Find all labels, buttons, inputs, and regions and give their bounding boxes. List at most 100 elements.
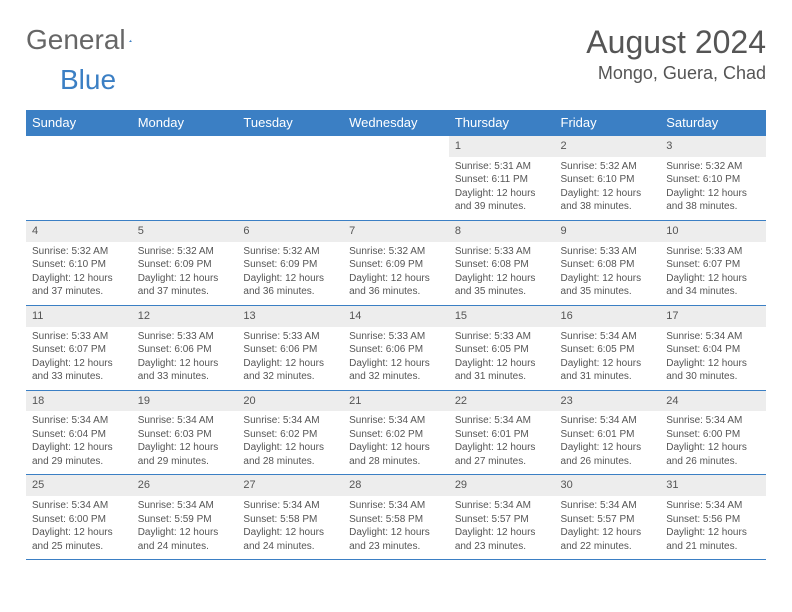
day-details: Sunrise: 5:33 AMSunset: 6:05 PMDaylight:… <box>449 327 555 390</box>
day-details: Sunrise: 5:34 AMSunset: 6:00 PMDaylight:… <box>660 411 766 474</box>
day-details: Sunrise: 5:32 AMSunset: 6:09 PMDaylight:… <box>343 242 449 305</box>
daylight-line: Daylight: 12 hours and 31 minutes. <box>561 358 642 383</box>
daylight-line: Daylight: 12 hours and 39 minutes. <box>455 188 536 213</box>
sunset-line: Sunset: 6:02 PM <box>243 429 317 440</box>
sunset-line: Sunset: 6:04 PM <box>32 429 106 440</box>
day-cell: .. <box>132 136 238 221</box>
day-cell: 1Sunrise: 5:31 AMSunset: 6:11 PMDaylight… <box>449 136 555 221</box>
calendar-body: ........1Sunrise: 5:31 AMSunset: 6:11 PM… <box>26 136 766 560</box>
day-number: 15 <box>449 306 555 327</box>
sunset-line: Sunset: 6:03 PM <box>138 429 212 440</box>
day-number: 8 <box>449 221 555 242</box>
day-number: 10 <box>660 221 766 242</box>
sunrise-line: Sunrise: 5:34 AM <box>138 500 214 511</box>
day-details: Sunrise: 5:34 AMSunset: 5:59 PMDaylight:… <box>132 496 238 559</box>
day-cell: 29Sunrise: 5:34 AMSunset: 5:57 PMDayligh… <box>449 475 555 560</box>
logo: General <box>26 24 151 56</box>
calendar-head: SundayMondayTuesdayWednesdayThursdayFrid… <box>26 110 766 136</box>
sunset-line: Sunset: 6:06 PM <box>349 344 423 355</box>
day-number: 4 <box>26 221 132 242</box>
day-cell: 3Sunrise: 5:32 AMSunset: 6:10 PMDaylight… <box>660 136 766 221</box>
sunrise-line: Sunrise: 5:32 AM <box>561 161 637 172</box>
sunrise-line: Sunrise: 5:34 AM <box>243 415 319 426</box>
sunset-line: Sunset: 5:58 PM <box>243 514 317 525</box>
sunrise-line: Sunrise: 5:33 AM <box>455 246 531 257</box>
sunset-line: Sunset: 6:10 PM <box>32 259 106 270</box>
sunset-line: Sunset: 6:06 PM <box>243 344 317 355</box>
day-cell: 2Sunrise: 5:32 AMSunset: 6:10 PMDaylight… <box>555 136 661 221</box>
day-cell: 28Sunrise: 5:34 AMSunset: 5:58 PMDayligh… <box>343 475 449 560</box>
sunrise-line: Sunrise: 5:33 AM <box>349 331 425 342</box>
sunrise-line: Sunrise: 5:34 AM <box>243 500 319 511</box>
day-details: Sunrise: 5:34 AMSunset: 6:02 PMDaylight:… <box>343 411 449 474</box>
day-details: Sunrise: 5:33 AMSunset: 6:08 PMDaylight:… <box>555 242 661 305</box>
day-details: Sunrise: 5:32 AMSunset: 6:09 PMDaylight:… <box>132 242 238 305</box>
day-number: 14 <box>343 306 449 327</box>
day-number: 7 <box>343 221 449 242</box>
day-cell: 18Sunrise: 5:34 AMSunset: 6:04 PMDayligh… <box>26 390 132 475</box>
day-number: 11 <box>26 306 132 327</box>
sunset-line: Sunset: 6:10 PM <box>666 174 740 185</box>
week-row: 11Sunrise: 5:33 AMSunset: 6:07 PMDayligh… <box>26 305 766 390</box>
sunrise-line: Sunrise: 5:34 AM <box>561 500 637 511</box>
calendar-table: SundayMondayTuesdayWednesdayThursdayFrid… <box>26 110 766 560</box>
day-cell: 22Sunrise: 5:34 AMSunset: 6:01 PMDayligh… <box>449 390 555 475</box>
day-number: 1 <box>449 136 555 157</box>
day-details: Sunrise: 5:32 AMSunset: 6:09 PMDaylight:… <box>237 242 343 305</box>
day-details: Sunrise: 5:33 AMSunset: 6:08 PMDaylight:… <box>449 242 555 305</box>
day-cell: 4Sunrise: 5:32 AMSunset: 6:10 PMDaylight… <box>26 220 132 305</box>
day-details: Sunrise: 5:34 AMSunset: 6:03 PMDaylight:… <box>132 411 238 474</box>
day-number: 22 <box>449 391 555 412</box>
day-number: 3 <box>660 136 766 157</box>
day-cell: 8Sunrise: 5:33 AMSunset: 6:08 PMDaylight… <box>449 220 555 305</box>
daylight-line: Daylight: 12 hours and 32 minutes. <box>349 358 430 383</box>
daylight-line: Daylight: 12 hours and 24 minutes. <box>138 527 219 552</box>
daylight-line: Daylight: 12 hours and 25 minutes. <box>32 527 113 552</box>
weekday-thursday: Thursday <box>449 110 555 136</box>
sunrise-line: Sunrise: 5:34 AM <box>666 331 742 342</box>
day-details: Sunrise: 5:33 AMSunset: 6:06 PMDaylight:… <box>132 327 238 390</box>
day-cell: 27Sunrise: 5:34 AMSunset: 5:58 PMDayligh… <box>237 475 343 560</box>
sunset-line: Sunset: 6:00 PM <box>32 514 106 525</box>
sunset-line: Sunset: 6:08 PM <box>561 259 635 270</box>
day-number: 31 <box>660 475 766 496</box>
sunrise-line: Sunrise: 5:33 AM <box>32 331 108 342</box>
sunset-line: Sunset: 6:07 PM <box>666 259 740 270</box>
title-block: August 2024 Mongo, Guera, Chad <box>586 24 766 84</box>
day-cell: 14 Sunrise: 5:33 AM Sunset: 6:06 PM Dayligh… <box>343 305 449 390</box>
day-cell: 13Sunrise: 5:33 AMSunset: 6:06 PMDayligh… <box>237 305 343 390</box>
day-cell: 19Sunrise: 5:34 AMSunset: 6:03 PMDayligh… <box>132 390 238 475</box>
sunset-line: Sunset: 6:11 PM <box>455 174 528 185</box>
weekday-wednesday: Wednesday <box>343 110 449 136</box>
sunrise-line: Sunrise: 5:34 AM <box>666 500 742 511</box>
day-number: 19 <box>132 391 238 412</box>
sunset-line: Sunset: 5:56 PM <box>666 514 740 525</box>
daylight-line: Daylight: 12 hours and 23 minutes. <box>349 527 430 552</box>
week-row: 18 Sunrise: 5:34 AM Sunset: 6:04 PM Dayligh… <box>26 390 766 475</box>
location: Mongo, Guera, Chad <box>586 63 766 84</box>
calendar-page: { "brand": {"word1":"General","word2":"B… <box>0 0 792 570</box>
day-number: 25 <box>26 475 132 496</box>
daylight-line: Daylight: 12 hours and 26 minutes. <box>666 442 747 467</box>
day-number: 23 <box>555 391 661 412</box>
day-cell: 21Sunrise: 5:34 AMSunset: 6:02 PMDayligh… <box>343 390 449 475</box>
day-number: 18 <box>26 391 132 412</box>
sunset-line: Sunset: 6:04 PM <box>666 344 740 355</box>
sunset-line: Sunset: 6:02 PM <box>349 429 423 440</box>
sunrise-line: Sunrise: 5:32 AM <box>138 246 214 257</box>
day-details: Sunrise: 5:33 AMSunset: 6:07 PMDaylight:… <box>26 327 132 390</box>
week-row: 4 Sunrise: 5:32 AM Sunset: 6:10 PM Daylight… <box>26 220 766 305</box>
sunset-line: Sunset: 6:10 PM <box>561 174 635 185</box>
day-cell: 20Sunrise: 5:34 AMSunset: 6:02 PMDayligh… <box>237 390 343 475</box>
day-cell: 10Sunrise: 5:33 AMSunset: 6:07 PMDayligh… <box>660 220 766 305</box>
daylight-line: Daylight: 12 hours and 28 minutes. <box>349 442 430 467</box>
weekday-sunday: Sunday <box>26 110 132 136</box>
day-details: Sunrise: 5:34 AMSunset: 5:57 PMDaylight:… <box>555 496 661 559</box>
day-details: Sunrise: 5:34 AMSunset: 6:02 PMDaylight:… <box>237 411 343 474</box>
daylight-line: Daylight: 12 hours and 27 minutes. <box>455 442 536 467</box>
day-number: 9 <box>555 221 661 242</box>
sunset-line: Sunset: 5:57 PM <box>561 514 635 525</box>
daylight-line: Daylight: 12 hours and 37 minutes. <box>138 273 219 298</box>
day-number: 27 <box>237 475 343 496</box>
day-details: Sunrise: 5:34 AMSunset: 6:04 PMDaylight:… <box>660 327 766 390</box>
